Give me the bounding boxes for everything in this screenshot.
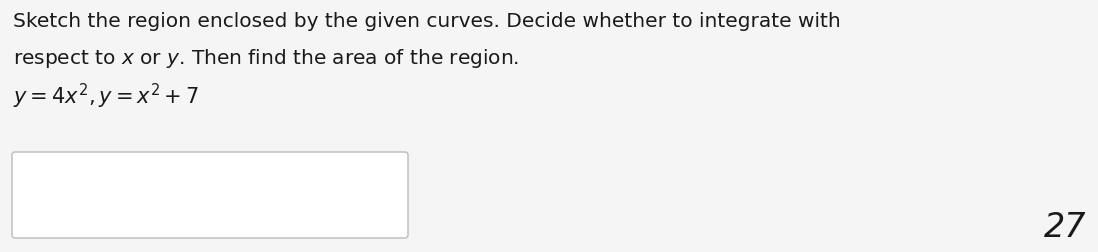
Text: 27: 27 — [1043, 211, 1086, 244]
FancyBboxPatch shape — [12, 152, 408, 238]
Text: respect to $x$ or $y$. Then find the area of the region.: respect to $x$ or $y$. Then find the are… — [13, 47, 519, 70]
Text: $y = 4x^2, y = x^2 + 7$: $y = 4x^2, y = x^2 + 7$ — [13, 82, 199, 111]
Text: Sketch the region enclosed by the given curves. Decide whether to integrate with: Sketch the region enclosed by the given … — [13, 12, 841, 31]
